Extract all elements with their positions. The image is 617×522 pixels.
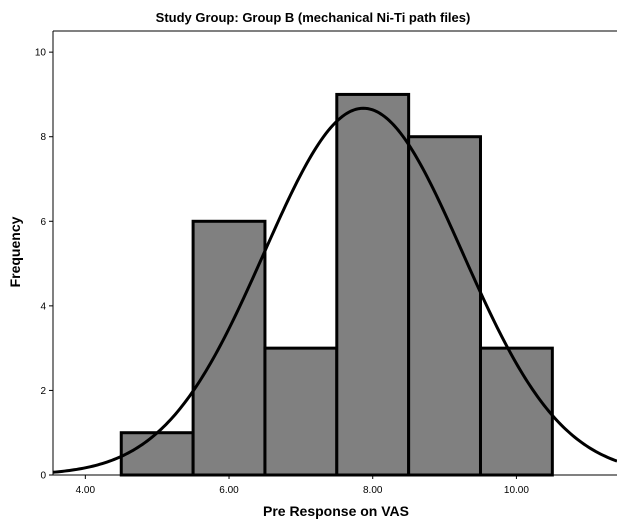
y-tick-label: 4 [40,301,46,312]
x-axis-label: Pre Response on VAS [263,503,409,519]
chart-title: Study Group: Group B (mechanical Ni-Ti p… [156,10,471,25]
y-axis-label: Frequency [7,216,23,287]
x-tick-label: 6.00 [219,485,239,496]
x-tick-label: 4.00 [76,485,96,496]
histogram-bar-6 [478,346,554,477]
x-tick-label: 8.00 [363,485,383,496]
x-tick-label: 10.00 [504,485,529,496]
ticks-group: 0 2 4 6 8 10 4.00 6.00 8.00 10.00 [35,48,529,496]
histogram-bar-1 [119,431,195,477]
y-tick-label: 6 [40,217,46,228]
y-tick-label: 0 [40,471,46,482]
normal-curve [52,106,617,474]
bars-group [119,92,554,477]
histogram-bar-4 [335,92,411,477]
y-tick-label: 2 [40,386,46,397]
y-tick-label: 10 [35,48,47,59]
histogram-bar-3 [263,346,339,477]
y-tick-label: 8 [40,132,46,143]
histogram-bar-2 [191,219,267,477]
histogram-bar-5 [407,135,482,477]
axes-group [52,30,617,476]
